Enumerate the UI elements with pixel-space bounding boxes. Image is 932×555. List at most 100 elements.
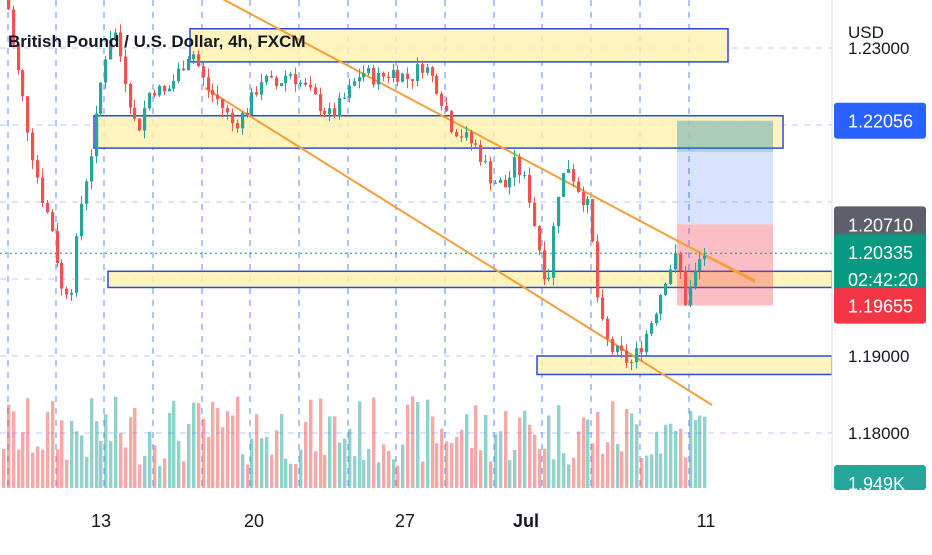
candle-body (114, 32, 118, 40)
volume-bar (328, 416, 332, 488)
price-tag[interactable] (834, 102, 926, 139)
volume-bar (143, 455, 147, 488)
volume-bar (596, 412, 600, 488)
trendline-short[interactable] (671, 237, 756, 281)
x-tick-label: 27 (395, 511, 415, 531)
candle-body (85, 181, 89, 204)
candle-body (284, 75, 288, 84)
candle-body (207, 77, 211, 90)
candle-body (523, 174, 527, 176)
candle-body (659, 295, 663, 314)
volume-tag[interactable] (834, 465, 926, 490)
volume-bar (65, 459, 69, 488)
volume-bar (538, 449, 542, 488)
volume-bar (523, 410, 527, 488)
volume-bar (36, 446, 40, 488)
volume-bar (31, 452, 35, 488)
supply-zone-top[interactable] (189, 28, 729, 63)
volume-bar (601, 453, 605, 488)
candle-body (289, 74, 293, 76)
candle-body (36, 160, 40, 178)
chart-title: British Pound / U.S. Dollar, 4h, FXCM (8, 32, 306, 51)
price-tag[interactable] (834, 234, 926, 297)
price-tag[interactable] (834, 206, 926, 243)
candle-body (226, 108, 230, 113)
candle-body (304, 82, 308, 85)
candle-body (26, 96, 30, 133)
volume-bar (367, 448, 371, 488)
candle-body (435, 75, 439, 94)
candle-body (455, 132, 459, 137)
candle-body (401, 73, 405, 82)
countdown-label: 02:42:20 (848, 270, 918, 290)
volume-bar (168, 413, 172, 488)
target-area[interactable] (677, 120, 773, 225)
candle-body (275, 77, 279, 86)
volume-bar (255, 414, 259, 488)
volume-bar (333, 416, 337, 488)
volume-bar (547, 415, 551, 488)
volume-bar (674, 430, 678, 488)
price-tag-label: 1.20710 (848, 215, 913, 235)
volume-bar (99, 440, 103, 488)
volume-bar (314, 451, 318, 488)
volume-bar (684, 457, 688, 488)
volume-bar (104, 414, 108, 488)
y-axis-ticks: 1.18000 1.19000 1.23000 (848, 39, 909, 443)
volume-bar (455, 437, 459, 488)
volume-bar (124, 447, 128, 488)
candle-body (377, 72, 381, 85)
volume-bar (562, 453, 566, 488)
candle-body (60, 262, 64, 289)
candle-body (518, 157, 522, 175)
volume-bar (465, 414, 469, 488)
candle-body (562, 173, 566, 197)
time-scale[interactable] (0, 490, 932, 550)
candle-body (280, 83, 284, 86)
volume-bar (323, 454, 327, 488)
volume-bar (153, 445, 157, 488)
volume-bar (479, 450, 483, 488)
volume-bar (630, 413, 634, 488)
candle-body (65, 288, 69, 295)
candle-body (494, 182, 498, 184)
volume-bar (440, 428, 444, 488)
candle-body (99, 82, 103, 114)
candle-body (669, 269, 673, 284)
candle-body (508, 177, 512, 188)
candle-body (387, 76, 391, 78)
volume-bar (80, 435, 84, 488)
trendline-upper[interactable] (215, 0, 756, 283)
volume-bar (90, 398, 94, 488)
candle-body (372, 68, 376, 85)
volume-bar (41, 449, 45, 488)
currency-label: USD (848, 23, 884, 42)
volume-tag-label: 1.949K (848, 474, 905, 494)
volume-bar (606, 442, 610, 488)
volume-bar (426, 399, 430, 488)
candle-body (538, 226, 542, 251)
candle-body (246, 112, 250, 116)
support-zone-low[interactable] (536, 355, 833, 376)
volume-bar (114, 396, 118, 488)
candle-body (411, 79, 415, 82)
candle-body (70, 292, 74, 295)
price-tag[interactable] (834, 287, 926, 324)
candle-body (314, 87, 318, 95)
candle-body (138, 118, 142, 131)
volume-bar (338, 442, 342, 488)
candle-body (431, 67, 435, 76)
resistance-zone[interactable] (93, 115, 784, 149)
volume-bar (158, 465, 162, 488)
candle-body (460, 136, 464, 138)
candle-body (21, 70, 25, 97)
candle-body (625, 350, 629, 363)
volume-bar (246, 464, 250, 488)
candle-body (153, 92, 157, 96)
candle-body (645, 333, 649, 353)
candle-body (211, 89, 215, 95)
volume-bar (396, 465, 400, 488)
candle-body (703, 255, 707, 260)
